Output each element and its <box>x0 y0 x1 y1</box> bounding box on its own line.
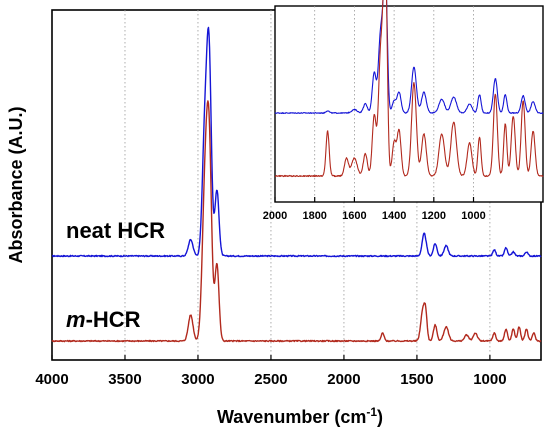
main-tick-label: 2000 <box>327 371 360 388</box>
inset-tick-label: 1400 <box>382 210 406 222</box>
inset-tick-label: 2000 <box>263 210 287 222</box>
inset-tick-label: 1800 <box>302 210 326 222</box>
main-series-1 <box>51 100 542 343</box>
main-series-0 <box>51 26 542 258</box>
inset-x-ticks: 2000 1800 1600 1400 1200 1000 <box>263 197 486 222</box>
inset-series-1 <box>274 0 544 178</box>
y-axis-label: Absorbance (A.U.) <box>6 106 26 263</box>
main-tick-label: 1500 <box>400 371 433 388</box>
inset-plot-frame <box>274 5 544 203</box>
main-tick-label: 4000 <box>35 371 68 388</box>
x-axis-label-sup: -1 <box>366 405 377 419</box>
inset-gridlines <box>314 6 474 202</box>
x-axis-label: Wavenumber (cm-1) <box>217 405 383 427</box>
series-label-prefix: m <box>66 307 86 332</box>
main-x-ticks: 4000 3500 3000 2500 2000 1500 1000 <box>35 355 507 388</box>
inset-tick-label: 1000 <box>461 210 485 222</box>
series-label-m-hcr: m-HCR <box>66 307 141 332</box>
main-tick-label: 3500 <box>108 371 141 388</box>
main-series <box>51 26 542 343</box>
main-tick-label: 3000 <box>181 371 214 388</box>
series-labels: neat HCR m-HCR <box>66 218 165 332</box>
main-tick-label: 1000 <box>473 371 506 388</box>
inset-series <box>274 0 544 178</box>
series-label-name: -HCR <box>86 307 141 332</box>
x-axis-label-end: ) <box>377 407 383 427</box>
inset-tick-label: 1200 <box>422 210 446 222</box>
main-tick-label: 2500 <box>254 371 287 388</box>
inset-tick-label: 1600 <box>342 210 366 222</box>
inset-series-0 <box>274 0 544 114</box>
series-label-neat-hcr: neat HCR <box>66 218 165 243</box>
x-axis-label-main: Wavenumber (cm <box>217 407 366 427</box>
